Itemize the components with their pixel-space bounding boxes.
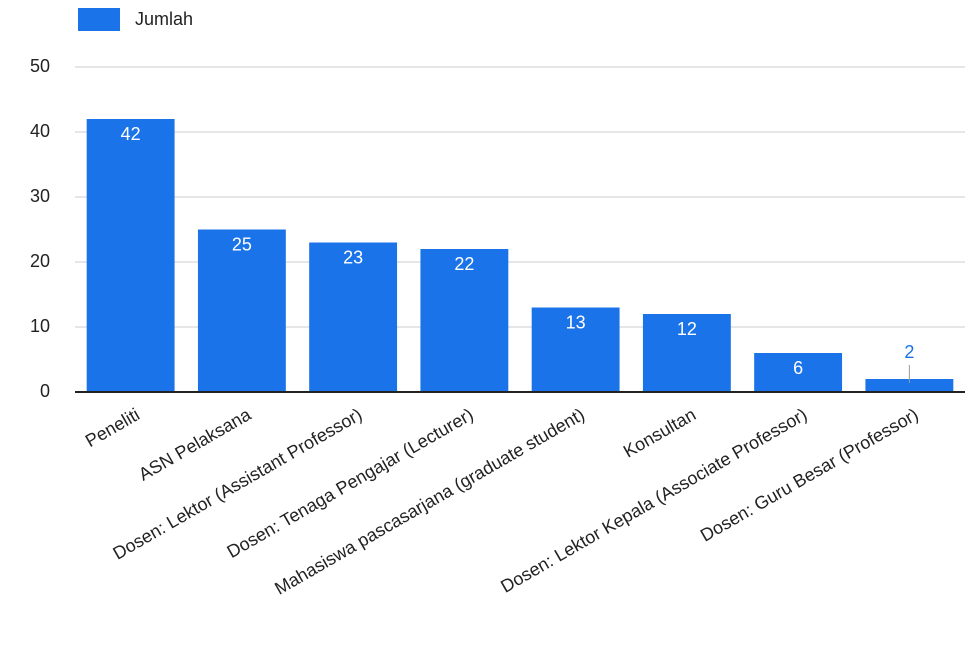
legend-swatch xyxy=(78,8,120,31)
legend-label: Jumlah xyxy=(135,9,193,29)
bar xyxy=(197,229,286,392)
bar xyxy=(309,242,398,392)
value-label: 2 xyxy=(904,342,914,362)
y-tick-label: 20 xyxy=(30,251,50,271)
value-label: 12 xyxy=(677,319,697,339)
bar xyxy=(420,249,509,392)
x-tick-label: Dosen: Guru Besar (Professor) xyxy=(697,404,922,545)
y-tick-label: 50 xyxy=(30,56,50,76)
bar xyxy=(754,353,843,392)
bar xyxy=(86,119,175,392)
x-tick-label: Konsultan xyxy=(620,404,699,461)
x-tick-label: Peneliti xyxy=(82,404,143,451)
value-label: 22 xyxy=(454,254,474,274)
y-tick-label: 10 xyxy=(30,316,50,336)
y-tick-label: 40 xyxy=(30,121,50,141)
value-label: 42 xyxy=(121,124,141,144)
bar xyxy=(865,379,954,392)
y-tick-label: 30 xyxy=(30,186,50,206)
value-label: 23 xyxy=(343,247,363,267)
value-label: 25 xyxy=(232,234,252,254)
y-tick-label: 0 xyxy=(40,381,50,401)
bar xyxy=(642,314,731,392)
value-label: 6 xyxy=(793,358,803,378)
value-label: 13 xyxy=(566,312,586,332)
bar xyxy=(531,307,620,392)
